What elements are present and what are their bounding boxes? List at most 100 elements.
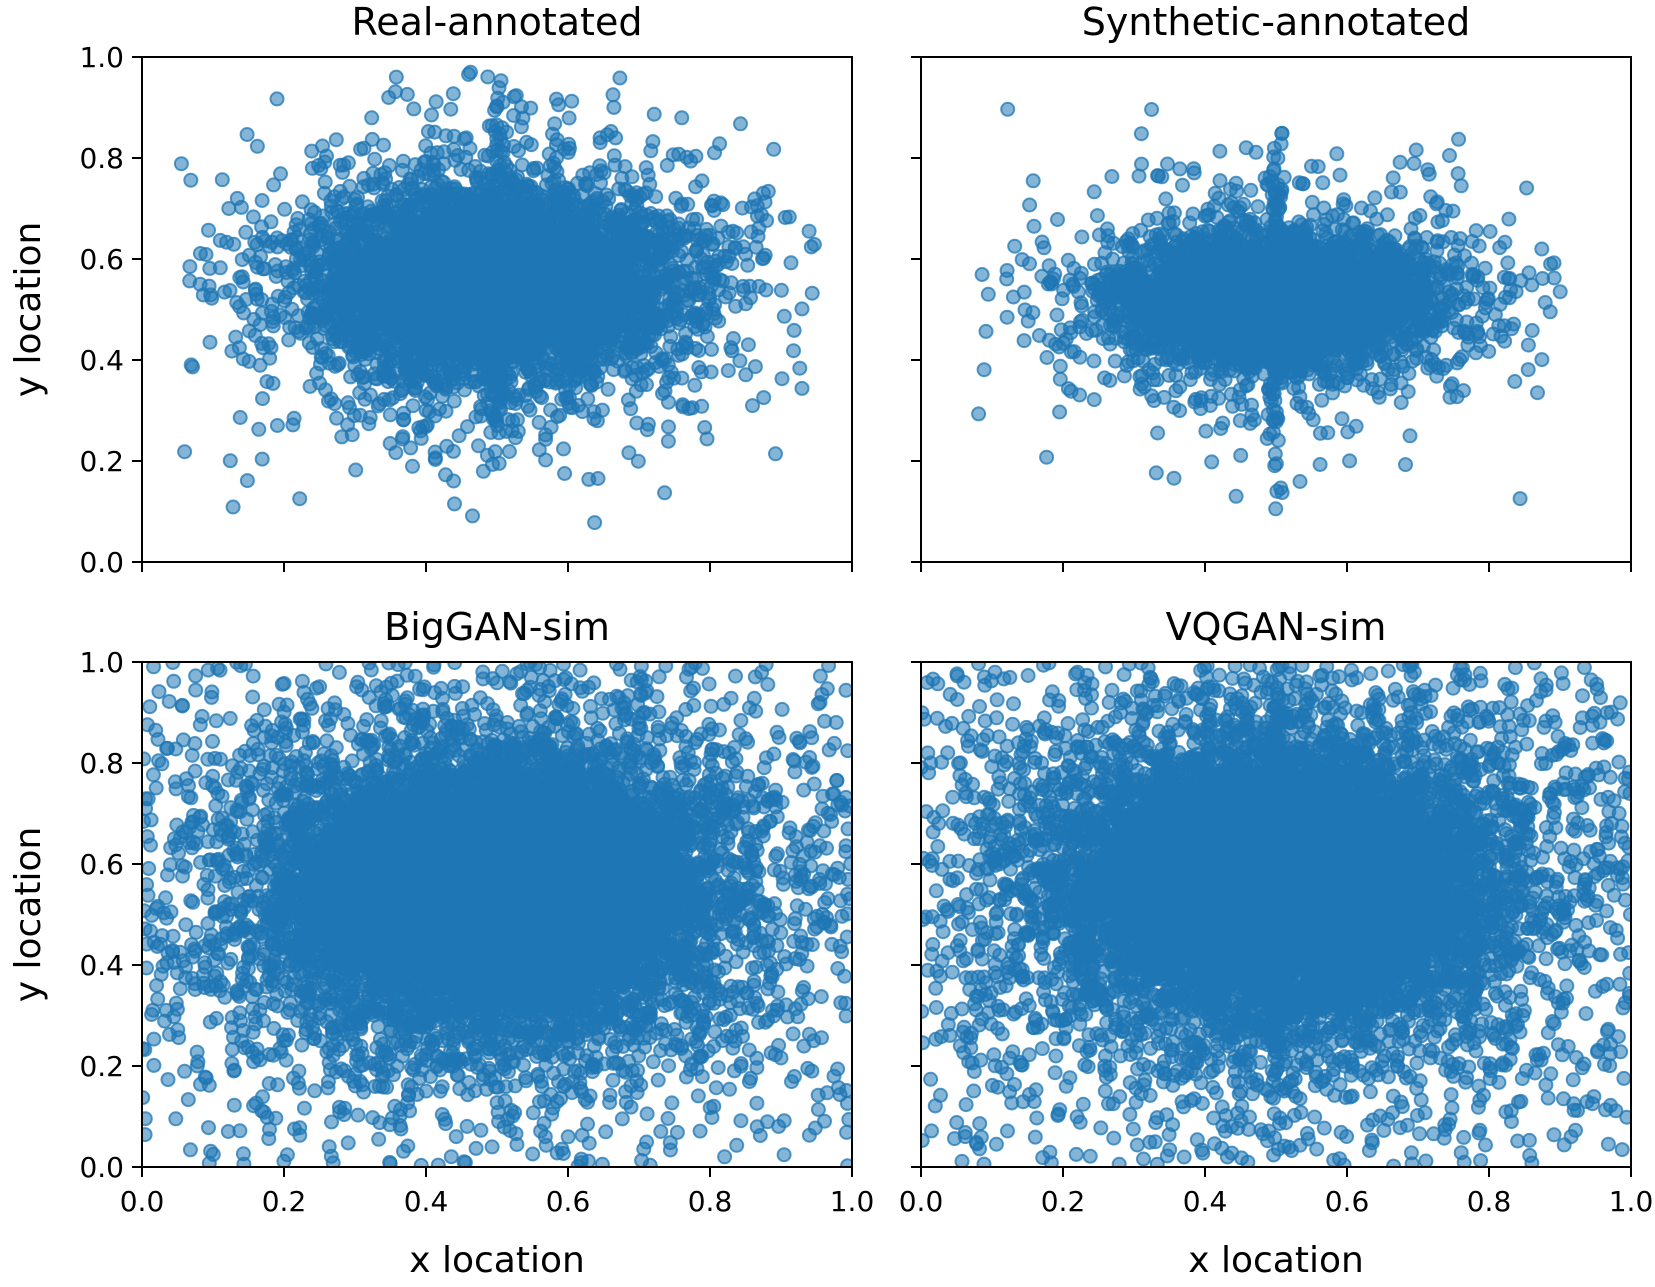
scatter-point	[687, 377, 703, 393]
scatter-point	[551, 97, 567, 113]
scatter-point	[471, 438, 486, 454]
scatter-point	[319, 148, 334, 164]
scatter-point	[235, 351, 251, 367]
scatter-point	[367, 151, 383, 167]
scatter-point	[239, 473, 255, 489]
scatter-point	[674, 370, 690, 386]
scatter-point	[740, 337, 756, 353]
scatter-point	[756, 390, 772, 406]
scatter-point	[679, 149, 695, 165]
scatter-point	[465, 508, 480, 524]
scatter-point	[612, 70, 628, 86]
scatter-point	[768, 446, 783, 462]
scatter-point	[267, 257, 283, 273]
scatter-point	[748, 239, 764, 255]
scatter-point	[281, 332, 297, 348]
scatter-point	[735, 239, 751, 255]
scatter-point	[659, 307, 675, 323]
scatter-point	[413, 430, 429, 446]
scatter-point	[405, 458, 420, 474]
scatter-point	[747, 359, 763, 375]
scatter-point	[265, 375, 281, 391]
scatter-point	[697, 420, 713, 435]
scatter-point	[794, 301, 810, 317]
scatter-point	[725, 223, 741, 239]
scatter-point	[475, 463, 491, 479]
scatter-point	[617, 159, 633, 175]
scatter-point	[534, 390, 550, 406]
scatter-point	[320, 288, 336, 304]
scatter-point	[262, 350, 278, 366]
scatter-point	[738, 367, 754, 383]
scatter-point	[195, 287, 211, 303]
scatter-point	[627, 201, 643, 217]
scatter-point	[513, 119, 529, 135]
scatter-point	[173, 156, 189, 172]
scatter-point	[288, 217, 304, 233]
scatter-point	[445, 443, 461, 459]
scatter-point	[657, 383, 673, 399]
scatter-point	[406, 101, 422, 117]
scatter-point	[773, 282, 789, 298]
scatter-point	[405, 398, 421, 414]
scatter-point	[704, 341, 719, 357]
scatter-point	[689, 211, 705, 227]
scatter-point	[732, 353, 748, 369]
scatter-point	[777, 210, 793, 225]
scatter-point	[638, 160, 654, 176]
scatter-point	[202, 260, 218, 276]
scatter-points	[173, 64, 822, 531]
scatter-point	[543, 419, 559, 435]
scatter-point	[632, 189, 648, 205]
scatter-point	[691, 343, 707, 358]
scatter-point	[546, 330, 562, 346]
scatter-point	[469, 172, 485, 188]
scatter-point	[606, 148, 622, 164]
scatter-point	[733, 116, 748, 132]
scatter-point	[673, 312, 689, 328]
scatter-point	[675, 399, 691, 415]
scatter-point	[377, 350, 393, 366]
scatter-point	[269, 91, 285, 107]
scatter-point	[606, 99, 622, 115]
scatter-point	[583, 377, 599, 393]
scatter-point	[346, 408, 362, 424]
scatter-point	[364, 131, 380, 147]
scatter-point	[592, 360, 608, 376]
scatter-point	[321, 393, 336, 409]
scatter-point	[431, 401, 447, 417]
scatter-point	[336, 157, 352, 173]
scatter-point	[249, 291, 265, 307]
scatter-point	[594, 402, 610, 418]
scatter-point	[674, 110, 690, 126]
scatter-point	[679, 263, 695, 279]
scatter-point	[663, 329, 679, 345]
scatter-point	[794, 380, 810, 396]
scatter-point	[590, 471, 606, 486]
scatter-point	[251, 421, 267, 437]
scatter-point	[241, 323, 257, 339]
scatter-point	[235, 274, 251, 290]
scatter-point	[677, 334, 693, 350]
scatter-point	[388, 445, 404, 461]
scatter-point	[396, 405, 411, 421]
scatter-point	[232, 410, 248, 425]
scatter-point	[254, 305, 270, 321]
scatter-point	[273, 166, 288, 182]
scatter-point	[462, 140, 478, 156]
scatter-point	[364, 110, 380, 126]
scatter-point	[786, 322, 802, 338]
scatter-point	[328, 132, 344, 148]
scatter-point	[445, 86, 461, 102]
scatter-point	[177, 444, 193, 460]
scatter-point	[233, 199, 249, 215]
scatter-point	[713, 195, 729, 211]
scatter-point	[511, 143, 526, 159]
scatter-point	[182, 273, 198, 289]
scatter-point	[257, 233, 273, 249]
scatter-point	[806, 237, 822, 252]
scatter-point	[600, 381, 616, 397]
scatter-point	[353, 141, 369, 157]
scatter-point	[381, 90, 397, 105]
